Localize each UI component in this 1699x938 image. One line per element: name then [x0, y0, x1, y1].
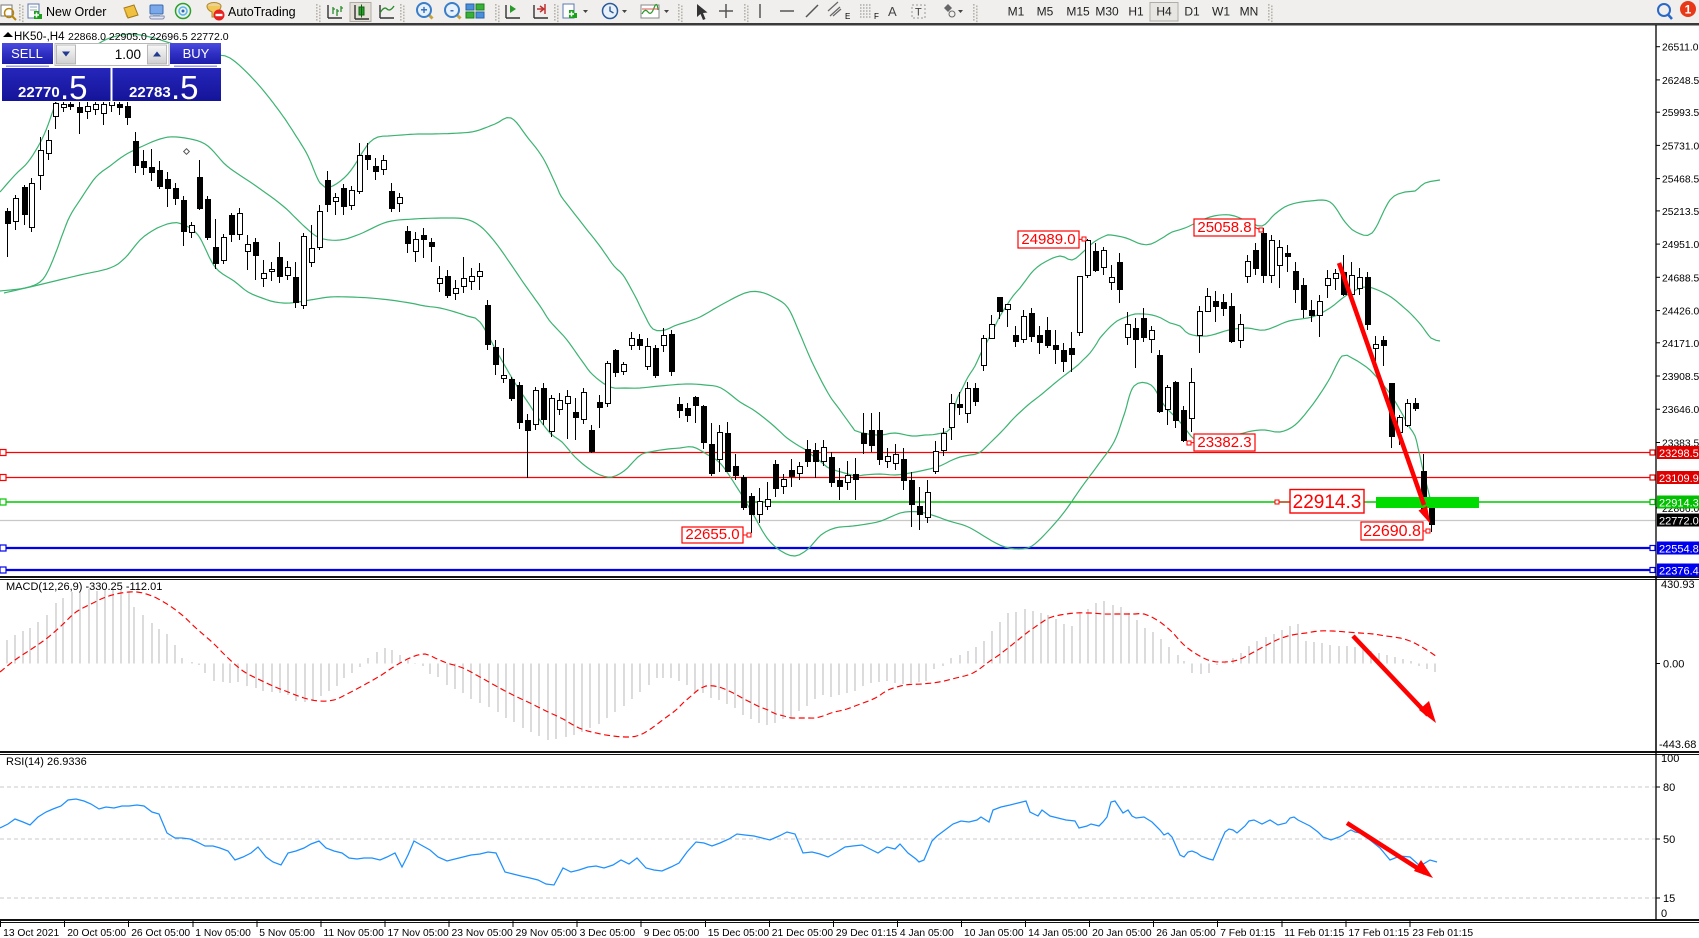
svg-text:1.00: 1.00 [115, 47, 141, 62]
svg-text:23 Feb 01:15: 23 Feb 01:15 [1412, 928, 1473, 938]
svg-text:22554.8: 22554.8 [1659, 544, 1699, 556]
svg-text:26 Jan 05:00: 26 Jan 05:00 [1156, 928, 1216, 938]
svg-text:21 Dec 05:00: 21 Dec 05:00 [772, 928, 834, 938]
svg-text:M15: M15 [1066, 5, 1090, 19]
svg-text:20 Jan 05:00: 20 Jan 05:00 [1092, 928, 1152, 938]
svg-text:A: A [888, 4, 897, 19]
svg-text:11 Nov 05:00: 11 Nov 05:00 [323, 928, 384, 938]
svg-text:3 Dec 05:00: 3 Dec 05:00 [580, 928, 636, 938]
svg-text:10 Jan 05:00: 10 Jan 05:00 [964, 928, 1024, 938]
svg-text:100: 100 [1661, 753, 1679, 765]
svg-text:22770: 22770 [18, 84, 60, 101]
svg-text:22783: 22783 [129, 84, 171, 101]
svg-text:BUY: BUY [183, 46, 210, 61]
svg-text:80: 80 [1663, 782, 1675, 794]
svg-text:MN: MN [1240, 5, 1259, 19]
svg-text:New Order: New Order [46, 5, 106, 19]
svg-text:-443.68: -443.68 [1659, 739, 1696, 751]
svg-text:22866.0: 22866.0 [1662, 504, 1699, 515]
svg-text:29 Nov 05:00: 29 Nov 05:00 [516, 928, 578, 938]
svg-text:SELL: SELL [11, 46, 43, 61]
svg-text:17 Nov 05:00: 17 Nov 05:00 [388, 928, 450, 938]
svg-text:0: 0 [1661, 908, 1667, 920]
svg-text:24688.5: 24688.5 [1662, 273, 1699, 284]
svg-text:22376.4: 22376.4 [1659, 566, 1699, 578]
svg-text:25468.5: 25468.5 [1662, 175, 1699, 186]
svg-text:H4: H4 [1156, 5, 1172, 19]
svg-text:22914.3: 22914.3 [1659, 498, 1699, 510]
svg-text:7 Feb 01:15: 7 Feb 01:15 [1220, 928, 1275, 938]
svg-text:T: T [915, 7, 922, 19]
svg-text:26 Oct 05:00: 26 Oct 05:00 [131, 928, 190, 938]
svg-text:W1: W1 [1212, 5, 1230, 19]
svg-text:22914.3: 22914.3 [1293, 492, 1362, 513]
svg-text:HK50-,H4: HK50-,H4 [14, 31, 65, 43]
svg-text:23908.5: 23908.5 [1662, 372, 1699, 383]
svg-text:5 Nov 05:00: 5 Nov 05:00 [259, 928, 315, 938]
svg-text:RSI(14) 26.9336: RSI(14) 26.9336 [6, 756, 87, 768]
svg-text:24426.0: 24426.0 [1662, 307, 1699, 318]
svg-text:M30: M30 [1095, 5, 1119, 19]
svg-text:23 Nov 05:00: 23 Nov 05:00 [452, 928, 514, 938]
svg-text:24951.0: 24951.0 [1662, 240, 1699, 251]
svg-text:D1: D1 [1184, 5, 1200, 19]
svg-text:M1: M1 [1008, 5, 1025, 19]
svg-text:25213.5: 25213.5 [1662, 207, 1699, 218]
svg-text:50: 50 [1663, 834, 1675, 846]
svg-text:MACD(12,26,9) -330.25 -112.01: MACD(12,26,9) -330.25 -112.01 [6, 581, 162, 593]
svg-text:AutoTrading: AutoTrading [228, 5, 296, 19]
svg-text:23383.5: 23383.5 [1662, 439, 1699, 450]
svg-text:0.00: 0.00 [1663, 659, 1684, 671]
svg-text:+: + [420, 3, 427, 17]
svg-text:.5: .5 [171, 69, 199, 106]
svg-text:1: 1 [1685, 3, 1692, 17]
svg-text:H1: H1 [1128, 5, 1144, 19]
svg-text:24989.0: 24989.0 [1021, 231, 1075, 248]
svg-text:25058.8: 25058.8 [1197, 219, 1251, 236]
svg-text:22772.0: 22772.0 [1659, 516, 1699, 528]
svg-text:23109.9: 23109.9 [1659, 473, 1699, 485]
svg-text:14 Jan 05:00: 14 Jan 05:00 [1028, 928, 1088, 938]
svg-text:22655.0: 22655.0 [685, 526, 739, 543]
svg-text:M5: M5 [1037, 5, 1054, 19]
svg-text:17 Feb 01:15: 17 Feb 01:15 [1348, 928, 1409, 938]
svg-text:25993.5: 25993.5 [1662, 108, 1699, 119]
svg-text:E: E [845, 12, 850, 21]
svg-text:9 Dec 05:00: 9 Dec 05:00 [644, 928, 700, 938]
svg-text:F: F [874, 12, 879, 21]
svg-text:26511.0: 26511.0 [1662, 43, 1699, 54]
svg-text:23382.3: 23382.3 [1197, 434, 1251, 451]
svg-text:23298.5: 23298.5 [1659, 448, 1699, 460]
svg-text:-: - [450, 3, 454, 17]
svg-text:22690.8: 22690.8 [1363, 523, 1421, 540]
svg-text:29 Dec 01:15: 29 Dec 01:15 [836, 928, 898, 938]
svg-text:430.93: 430.93 [1661, 579, 1695, 591]
svg-text:24171.0: 24171.0 [1662, 339, 1699, 350]
svg-text:22868.0 22905.0 22696.5 22772.: 22868.0 22905.0 22696.5 22772.0 [68, 31, 229, 43]
svg-text:26248.5: 26248.5 [1662, 76, 1699, 87]
svg-text:23646.0: 23646.0 [1662, 405, 1699, 416]
svg-text:15 Dec 05:00: 15 Dec 05:00 [708, 928, 770, 938]
svg-text:15: 15 [1663, 893, 1675, 905]
svg-text:.5: .5 [60, 69, 88, 106]
svg-text:4 Jan 05:00: 4 Jan 05:00 [900, 928, 954, 938]
svg-text:1 Nov 05:00: 1 Nov 05:00 [195, 928, 251, 938]
svg-text:13 Oct 2021: 13 Oct 2021 [3, 928, 59, 938]
svg-text:11 Feb 01:15: 11 Feb 01:15 [1284, 928, 1344, 938]
svg-text:20 Oct 05:00: 20 Oct 05:00 [67, 928, 126, 938]
svg-text:25731.0: 25731.0 [1662, 141, 1699, 152]
